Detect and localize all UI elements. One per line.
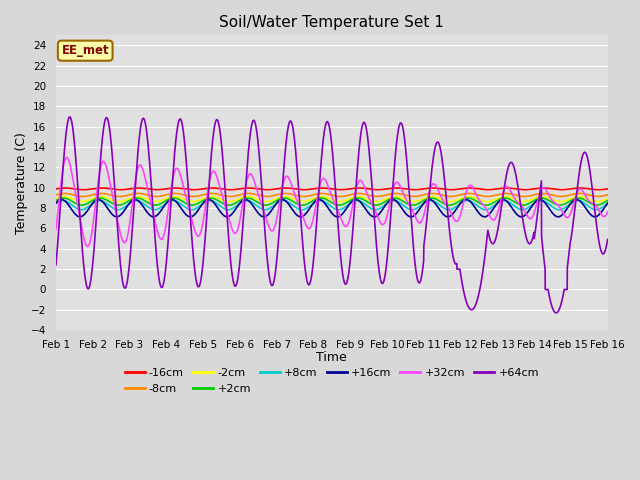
X-axis label: Time: Time [316, 351, 347, 364]
Title: Soil/Water Temperature Set 1: Soil/Water Temperature Set 1 [220, 15, 444, 30]
Y-axis label: Temperature (C): Temperature (C) [15, 132, 28, 234]
Legend: -16cm, -8cm, -2cm, +2cm, +8cm, +16cm, +32cm, +64cm: -16cm, -8cm, -2cm, +2cm, +8cm, +16cm, +3… [120, 364, 543, 398]
Text: EE_met: EE_met [61, 44, 109, 57]
